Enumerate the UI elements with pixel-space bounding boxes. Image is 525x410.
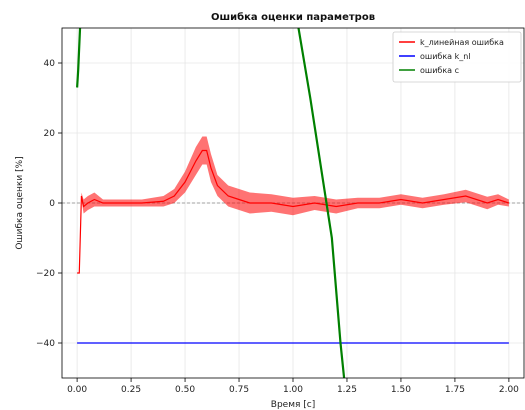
series-line (76, 28, 346, 378)
x-tick-label: 1.75 (445, 385, 465, 395)
series-band (77, 136, 509, 273)
x-axis-label: Время [с] (271, 400, 315, 410)
x-tick-label: 1.25 (337, 385, 357, 395)
y-tick-label: 40 (44, 59, 56, 69)
y-tick-label: 20 (44, 129, 56, 139)
series-0 (77, 136, 510, 274)
y-axis-label: Ошибка оценки [%] (15, 156, 25, 249)
y-axis-ticks: −40 −20 0 20 40 (36, 59, 62, 349)
series-line (77, 149, 510, 274)
series-layer (76, 28, 510, 378)
x-tick-label: 1.50 (391, 385, 411, 395)
legend-items: k_линейная ошибка ошибка k_nl ошибка c (399, 38, 504, 75)
chart-title: Ошибка оценки параметров (211, 11, 375, 23)
series-2 (76, 28, 346, 378)
legend-label: ошибка c (420, 66, 459, 75)
y-tick-label: 0 (49, 199, 55, 209)
x-tick-label: 0.25 (121, 385, 141, 395)
legend-label: ошибка k_nl (420, 52, 471, 61)
x-tick-label: 1.00 (283, 385, 303, 395)
x-tick-label: 2.00 (499, 385, 519, 395)
x-tick-label: 0.00 (67, 385, 87, 395)
y-tick-label: −20 (36, 269, 55, 279)
x-tick-label: 0.75 (229, 385, 249, 395)
legend-box (392, 31, 522, 83)
legend-label: k_линейная ошибка (420, 38, 504, 47)
x-tick-label: 0.50 (175, 385, 195, 395)
legend: k_линейная ошибка ошибка k_nl ошибка c (392, 31, 522, 83)
y-tick-label: −40 (36, 339, 55, 349)
x-axis-ticks: 0.00 0.25 0.50 0.75 1.00 1.25 1.50 1.75 2.00 (67, 378, 519, 395)
